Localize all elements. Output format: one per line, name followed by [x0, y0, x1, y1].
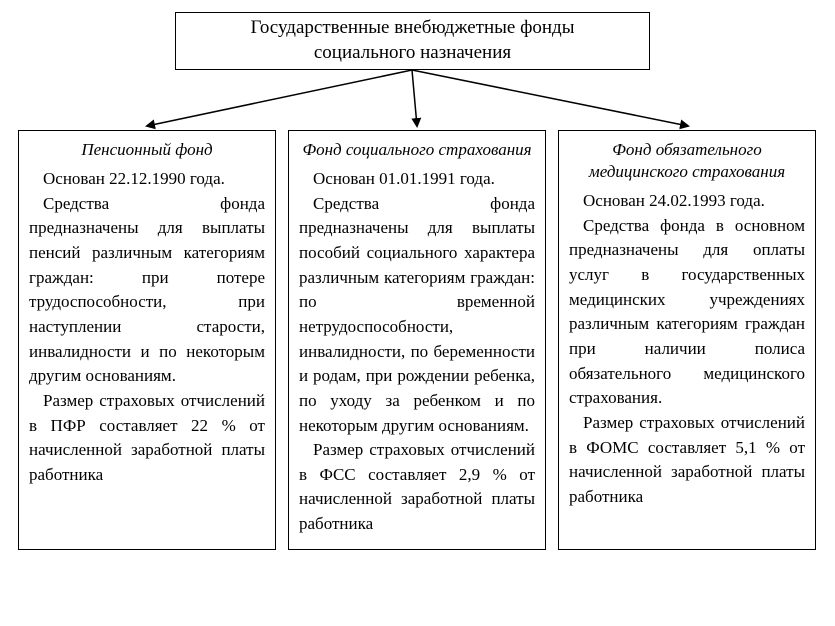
- purpose-text: Средства фонда в основном предназначены …: [569, 214, 805, 411]
- arrows-svg: [0, 70, 835, 130]
- founded-text: Основан 22.12.1990 года.: [29, 167, 265, 192]
- column-medical-insurance-fund: Фонд обязательного медицинского страхова…: [558, 130, 816, 550]
- column-body: Основан 24.02.1993 года. Средства фонда …: [569, 189, 805, 509]
- founded-text: Основан 01.01.1991 года.: [299, 167, 535, 192]
- header-line2: социального назначения: [314, 41, 511, 66]
- purpose-text: Средства фонда предназначены для выплаты…: [29, 192, 265, 389]
- header-line1: Государственные внебюджетные фонды: [251, 16, 575, 41]
- founded-text: Основан 24.02.1993 года.: [569, 189, 805, 214]
- column-title: Пенсионный фонд: [29, 139, 265, 161]
- arrow-left: [147, 70, 412, 126]
- rate-text: Размер страховых отчислений в ФОМС соста…: [569, 411, 805, 510]
- rate-text: Размер страховых отчислений в ФСС состав…: [299, 438, 535, 537]
- column-title: Фонд обязательного медицинского страхова…: [569, 139, 805, 183]
- column-pension-fund: Пенсионный фонд Основан 22.12.1990 года.…: [18, 130, 276, 550]
- rate-text: Размер страховых отчислений в ПФР состав…: [29, 389, 265, 488]
- column-title: Фонд социального страхования: [299, 139, 535, 161]
- purpose-text: Средства фонда предназначены для выплаты…: [299, 192, 535, 438]
- arrow-right: [412, 70, 688, 126]
- column-social-insurance-fund: Фонд социального страхования Основан 01.…: [288, 130, 546, 550]
- columns-row: Пенсионный фонд Основан 22.12.1990 года.…: [18, 130, 817, 550]
- arrow-center: [412, 70, 417, 126]
- header-box: Государственные внебюджетные фонды социа…: [175, 12, 650, 70]
- column-body: Основан 01.01.1991 года. Средства фонда …: [299, 167, 535, 537]
- column-body: Основан 22.12.1990 года. Средства фонда …: [29, 167, 265, 487]
